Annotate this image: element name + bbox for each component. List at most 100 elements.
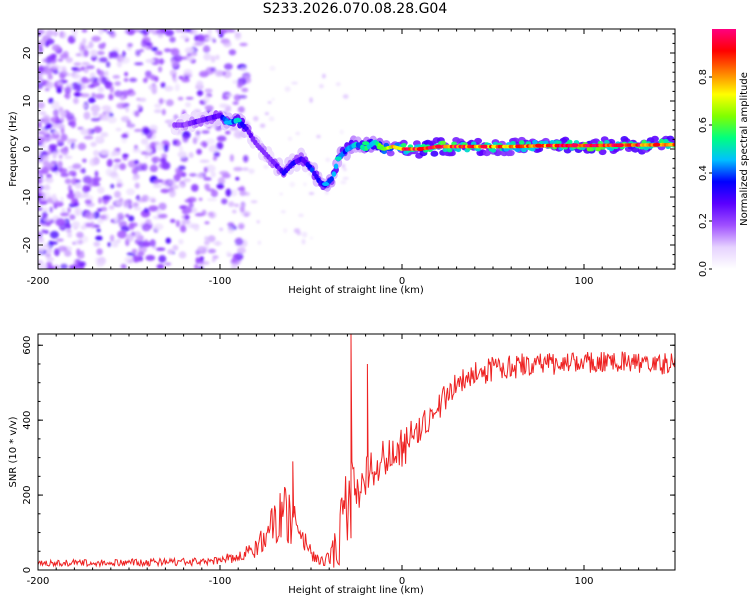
noise-blob	[204, 221, 210, 225]
noise-blob	[80, 128, 89, 136]
noise-blob	[216, 183, 225, 190]
noise-blob	[159, 98, 164, 105]
noise-blob	[221, 198, 228, 205]
noise-blob	[181, 219, 191, 225]
noise-blob	[227, 226, 233, 231]
noise-blob	[184, 206, 192, 214]
noise-blob	[67, 35, 76, 44]
noise-blob	[46, 257, 55, 262]
noise-blob	[48, 144, 58, 149]
ridge-peak	[376, 145, 384, 150]
noise-blob	[90, 221, 95, 229]
noise-blob	[38, 29, 45, 34]
noise-blob	[239, 42, 248, 47]
noise-blob	[101, 76, 108, 85]
noise-blob	[38, 46, 43, 54]
noise-blob	[73, 62, 82, 66]
noise-blob	[145, 254, 156, 261]
ridge-cell	[386, 150, 395, 157]
noise-blob	[183, 68, 193, 76]
noise-blob	[241, 87, 249, 93]
noise-blob	[76, 231, 84, 239]
noise-blob	[175, 220, 180, 228]
noise-blob	[96, 261, 105, 268]
noise-blob	[70, 29, 79, 35]
noise-blob	[259, 123, 266, 128]
noise-blob	[73, 191, 82, 198]
noise-blob	[96, 228, 101, 233]
noise-blob	[89, 49, 98, 57]
noise-blob	[288, 136, 292, 141]
noise-blob	[132, 177, 139, 181]
noise-blob	[145, 73, 152, 80]
noise-blob	[177, 151, 187, 158]
noise-blob	[160, 157, 167, 164]
y-tick-label: -20	[22, 237, 33, 253]
noise-blob	[54, 248, 60, 257]
noise-blob	[194, 263, 199, 269]
noise-blob	[98, 113, 108, 117]
noise-blob	[174, 83, 180, 92]
noise-blob	[195, 130, 201, 136]
noise-blob	[65, 223, 72, 229]
noise-blob	[210, 171, 216, 178]
noise-blob	[64, 155, 73, 159]
colorbar-ticks: 0.0 0.2 0.4 0.6 0.8	[698, 69, 712, 277]
noise-blob	[309, 97, 313, 103]
noise-blob	[41, 229, 46, 234]
noise-blob	[58, 168, 68, 174]
noise-blob	[131, 248, 137, 254]
noise-blob	[213, 151, 220, 158]
noise-blob	[340, 180, 347, 185]
noise-blob	[184, 214, 190, 220]
noise-blob	[38, 136, 45, 145]
noise-blob	[143, 207, 149, 213]
noise-blob	[83, 177, 94, 184]
noise-blob	[44, 126, 49, 130]
noise-blob	[303, 182, 307, 186]
noise-blob	[97, 86, 105, 93]
noise-blob	[65, 229, 72, 233]
noise-blob	[66, 192, 75, 200]
noise-blob	[202, 141, 208, 148]
noise-blob	[67, 138, 71, 145]
noise-blob	[170, 218, 176, 223]
noise-blob	[158, 255, 167, 263]
noise-blob	[309, 236, 314, 240]
noise-blob	[58, 154, 63, 160]
noise-blob	[109, 85, 115, 94]
noise-blob	[59, 109, 66, 118]
y-tick-label: 600	[22, 336, 33, 355]
x-tick-label: 100	[574, 576, 593, 587]
y-tick-label: 10	[22, 95, 33, 108]
noise-blob	[163, 144, 169, 153]
noise-blob	[73, 91, 81, 97]
noise-blob	[158, 202, 167, 211]
noise-blob	[83, 49, 89, 57]
noise-blob	[109, 234, 115, 242]
noise-blob	[97, 218, 104, 224]
noise-blob	[196, 148, 202, 155]
noise-blob	[50, 160, 58, 165]
noise-blob	[99, 57, 108, 63]
noise-blob	[50, 116, 58, 123]
noise-blob	[151, 156, 161, 163]
x-tick-label: -100	[209, 576, 232, 587]
noise-blob	[180, 184, 184, 188]
noise-blob	[44, 230, 49, 234]
noise-blob	[215, 54, 220, 60]
noise-blob	[175, 167, 180, 174]
noise-blob	[92, 176, 102, 182]
noise-blob	[48, 241, 58, 245]
noise-blob	[45, 265, 55, 269]
noise-blob	[53, 108, 59, 117]
noise-blob	[96, 50, 105, 56]
noise-blob	[95, 235, 103, 241]
ridge-cell	[663, 138, 669, 144]
noise-blob	[115, 127, 122, 132]
noise-blob	[104, 70, 109, 77]
noise-blob	[204, 183, 210, 190]
noise-blob	[134, 159, 139, 165]
noise-blob	[291, 81, 298, 85]
noise-blob	[194, 41, 205, 46]
